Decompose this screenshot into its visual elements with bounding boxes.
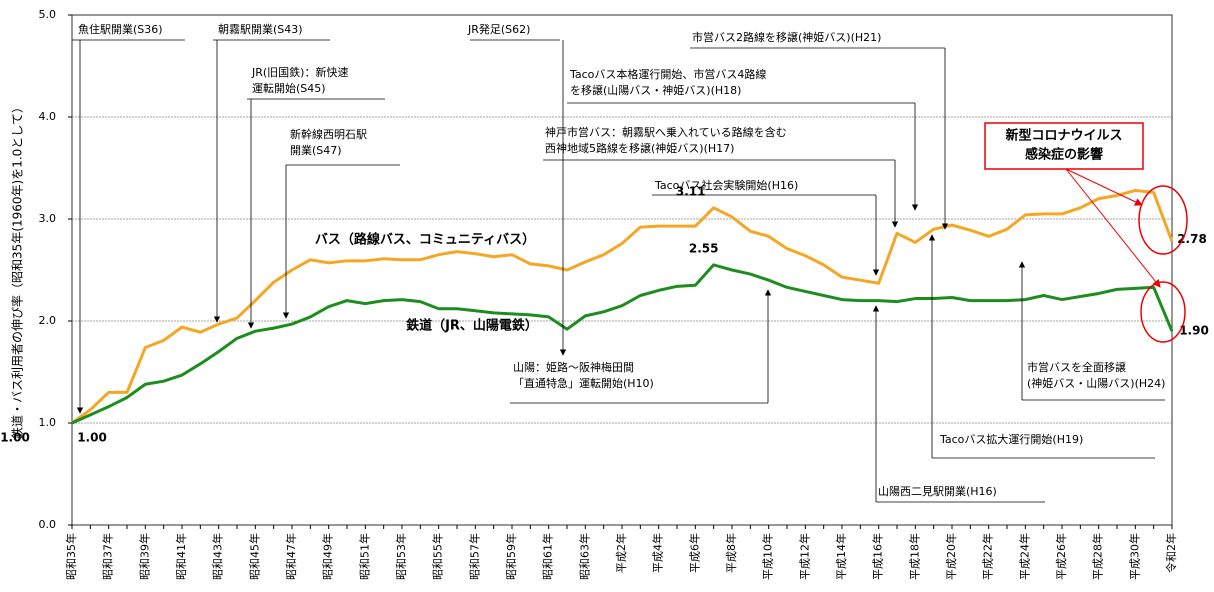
x-tick-label: 昭和39年 <box>137 533 151 580</box>
x-tick-label: 平成30年 <box>1127 533 1141 580</box>
annotation: 運転開始(S45) <box>252 81 326 95</box>
annotation: 市営バス2路線を移譲(神姫バス)(H21) <box>692 30 881 44</box>
y-tick-label: 0.0 <box>39 518 57 531</box>
x-tick-label: 昭和53年 <box>394 533 408 580</box>
x-tick-label: 平成6年 <box>687 533 701 573</box>
annotation: 山陽西二見駅開業(H16) <box>878 485 997 498</box>
x-tick-label: 平成28年 <box>1091 533 1105 580</box>
annotation: 市営バスを全面移譲 <box>1027 360 1126 374</box>
x-tick-label: 昭和55年 <box>431 533 445 580</box>
callout-text: 新型コロナウイルス <box>1005 128 1122 144</box>
annotation: JR発足(S62) <box>467 22 530 36</box>
y-axis-label: 鉄道・バス利用者の伸び率（昭和35年(1960年)を1.0として） <box>10 101 25 439</box>
x-tick-label: 昭和41年 <box>174 533 188 580</box>
x-tick-label: 平成18年 <box>907 533 921 580</box>
x-tick-label: 昭和59年 <box>504 533 518 580</box>
data-label: 1.00 <box>77 431 107 445</box>
annotation: 山陽：姫路～阪神梅田間 <box>513 360 634 374</box>
x-tick-label: 平成10年 <box>761 533 775 580</box>
annotation: 神戸市営バス：朝霧駅へ乗入れている路線を含む <box>545 125 787 139</box>
x-tick-label: 昭和61年 <box>541 533 555 580</box>
x-tick-label: 昭和49年 <box>321 533 335 580</box>
x-tick-label: 平成26年 <box>1054 533 1068 580</box>
y-tick-label: 3.0 <box>39 212 57 225</box>
callout-text: 感染症の影響 <box>1025 147 1103 163</box>
y-tick-label: 1.0 <box>39 416 57 429</box>
x-tick-label: 平成24年 <box>1017 533 1031 580</box>
x-tick-label: 平成16年 <box>871 533 885 580</box>
series-line <box>71 188 1174 425</box>
x-tick-label: 昭和35年 <box>64 533 78 580</box>
annotation: を移譲(山陽バス・神姫バス)(H18) <box>570 83 741 97</box>
series-label: 鉄道（JR、山陽電鉄） <box>406 318 538 334</box>
x-tick-label: 平成2年 <box>614 533 628 573</box>
x-tick-label: 昭和43年 <box>211 533 225 580</box>
x-tick-label: 昭和57年 <box>467 533 481 580</box>
annotation: Tacoバス拡大運行開始(H19) <box>939 432 1083 446</box>
annotation: Tacoバス本格運行開始、市営バス4路線 <box>569 67 766 81</box>
callout-arrow <box>1065 168 1143 206</box>
series-label: バス（路線バス、コミュニティバス） <box>315 232 535 248</box>
data-label: 2.78 <box>1177 232 1207 246</box>
callout-arrow <box>1065 168 1161 288</box>
highlight <box>1138 185 1188 255</box>
x-tick-label: 平成4年 <box>651 533 665 573</box>
x-tick-label: 昭和63年 <box>577 533 591 580</box>
x-tick-label: 平成20年 <box>944 533 958 580</box>
x-tick-label: 平成14年 <box>834 533 848 580</box>
y-tick-label: 2.0 <box>39 314 57 327</box>
x-tick-label: 令和2年 <box>1164 533 1178 573</box>
y-tick-label: 5.0 <box>39 8 57 21</box>
annotation: JR(旧国鉄)：新快速 <box>251 65 348 79</box>
annotation: 開業(S47) <box>290 144 342 157</box>
x-tick-label: 平成22年 <box>981 533 995 580</box>
x-tick-label: 平成8年 <box>724 533 738 573</box>
y-tick-label: 4.0 <box>39 110 57 123</box>
annotation: (神姫バス・山陽バス)(H24) <box>1027 376 1165 390</box>
annotation: 新幹線西明石駅 <box>290 127 367 141</box>
callout-box <box>984 122 1144 170</box>
data-label: 1.90 <box>1179 324 1209 338</box>
annotation: 西神地域5路線を移譲(神姫バス)(H17) <box>545 141 734 155</box>
annotation: 「直通特急」運転開始(H10) <box>513 376 654 390</box>
annotation: 魚住駅開業(S36) <box>78 22 163 36</box>
annotation: Tacoバス社会実験開始(H16) <box>654 178 798 192</box>
x-tick-label: 昭和37年 <box>101 533 115 580</box>
data-label: 2.55 <box>689 241 719 255</box>
data-label: 1.00 <box>0 431 30 445</box>
x-tick-label: 昭和47年 <box>284 533 298 580</box>
x-tick-label: 昭和45年 <box>247 533 261 580</box>
series-line <box>71 263 1174 425</box>
highlight <box>1140 281 1186 343</box>
x-tick-label: 平成12年 <box>797 533 811 580</box>
annotation: 朝霧駅開業(S43) <box>218 23 303 36</box>
x-tick-label: 昭和51年 <box>357 533 371 580</box>
